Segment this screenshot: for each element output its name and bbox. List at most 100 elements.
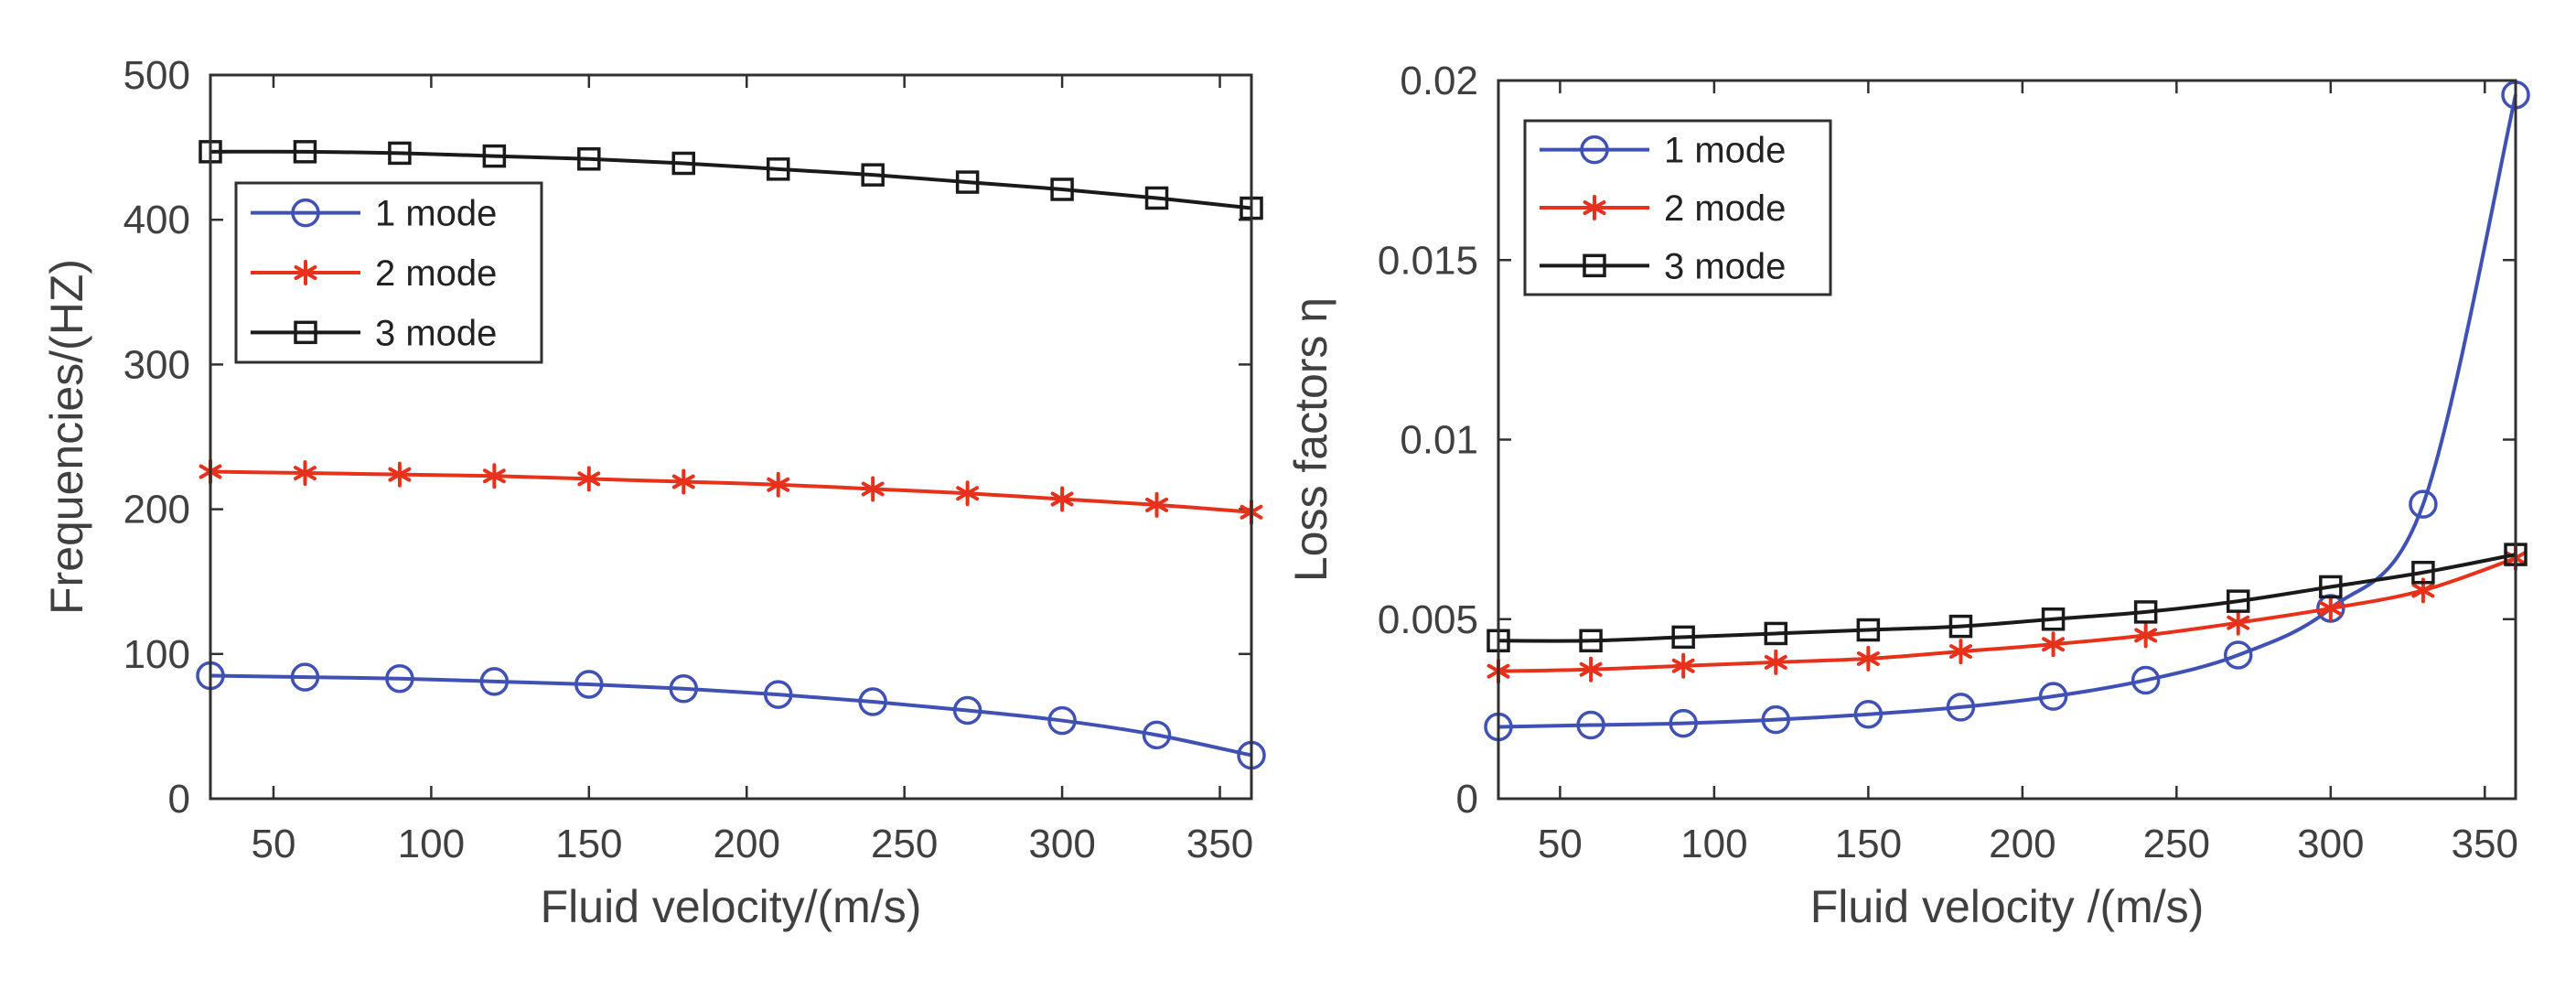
y-tick-label: 100: [123, 632, 190, 677]
data-point: [2042, 631, 2065, 658]
data-point: [1856, 645, 1880, 672]
data-point: [2227, 609, 2250, 636]
chart-1: 50 100 150 200 250 300 350 0 100 200 300 400 500 Flui…: [41, 53, 1266, 932]
legend-label: 3 mode: [1664, 246, 1786, 286]
y-tick-label: 0.02: [1400, 59, 1478, 103]
data-point: [2038, 682, 2068, 711]
y-tick-label: 200: [123, 488, 190, 532]
data-point: [671, 468, 695, 495]
legend-marker: [1583, 253, 1606, 278]
legend-marker: [294, 260, 317, 285]
y-tick-label: 0.005: [1378, 597, 1478, 642]
legend-marker: [1583, 195, 1606, 220]
data-point: [2319, 575, 2343, 599]
data-point: [1669, 708, 1698, 738]
legend-entry: 3 mode: [1540, 246, 1786, 286]
legend-entry: 2 mode: [251, 253, 497, 294]
x-tick-label: 300: [2297, 822, 2364, 866]
y-axis-label: Frequencies/(HZ): [41, 259, 92, 615]
x-tick-label: 100: [398, 822, 465, 866]
data-point: [1671, 625, 1695, 650]
data-point: [858, 687, 887, 716]
data-point: [1946, 693, 1976, 722]
data-point: [2131, 665, 2161, 695]
x-tick-label: 300: [1028, 822, 1095, 866]
legend-label: 3 mode: [375, 313, 497, 353]
legend-entry: 2 mode: [1540, 188, 1786, 229]
data-point: [956, 480, 980, 507]
y-tick-label: 0.01: [1400, 418, 1478, 463]
data-point: [1764, 649, 1787, 675]
series-3-mode: [199, 140, 1263, 220]
y-tick-label: 0: [168, 777, 190, 822]
x-axis-label: Fluid velocity /(m/s): [1810, 881, 2205, 932]
data-point: [1853, 700, 1884, 729]
data-point: [1145, 491, 1168, 518]
data-point: [861, 163, 885, 187]
x-tick-label: 50: [251, 822, 295, 866]
data-point: [767, 471, 790, 498]
legend: 1 mode 2 mode 3 mode: [234, 181, 543, 364]
x-tick-label: 150: [555, 822, 622, 866]
data-point: [1576, 710, 1605, 740]
data-point: [1949, 639, 1972, 665]
data-point: [1144, 186, 1169, 210]
data-point: [577, 147, 601, 171]
legend-label: 2 mode: [375, 253, 497, 294]
data-point: [1948, 614, 1973, 639]
data-point: [388, 461, 412, 488]
legend: 1 mode 2 mode 3 mode: [1523, 119, 1832, 296]
x-tick-label: 250: [2143, 822, 2210, 866]
data-point: [1050, 177, 1074, 201]
data-point: [385, 663, 414, 693]
y-tick-label: 0.015: [1378, 238, 1478, 283]
data-point: [1142, 720, 1172, 750]
legend-marker: [294, 320, 317, 345]
data-point: [574, 670, 604, 699]
data-point: [955, 170, 980, 194]
x-tick-label: 200: [714, 822, 780, 866]
chart-2: 50 100 150 200 250 300 350 0 0.005 0.01 0.015 0.02 F…: [1285, 59, 2530, 932]
y-axis-label: Loss factors η: [1285, 297, 1336, 582]
data-point: [2411, 560, 2435, 585]
series-line: [209, 469, 1252, 514]
legend-entry: 1 mode: [1540, 131, 1786, 171]
series-line: [1497, 556, 2517, 673]
data-point: [2134, 622, 2158, 649]
data-point: [2133, 600, 2158, 624]
axes-box: [1497, 79, 2517, 801]
y-tick-label: 300: [123, 342, 190, 387]
x-tick-label: 250: [871, 822, 938, 866]
data-point: [388, 141, 412, 166]
data-point: [2409, 489, 2438, 519]
axes-box: [209, 73, 1253, 801]
y-tick-label: 400: [123, 198, 190, 242]
data-point: [482, 144, 507, 168]
legend-marker: [1580, 134, 1609, 165]
data-point: [2223, 640, 2253, 670]
data-point: [577, 466, 601, 492]
legend-marker: [291, 198, 320, 228]
data-point: [1047, 705, 1077, 736]
legend-label: 2 mode: [1664, 188, 1786, 229]
x-tick-label: 100: [1680, 822, 1747, 866]
x-tick-label: 200: [1989, 822, 2055, 866]
series-line: [209, 673, 1252, 758]
data-point: [294, 460, 317, 487]
x-tick-label: 350: [2452, 822, 2518, 866]
data-point: [669, 674, 699, 704]
data-point: [2319, 595, 2343, 621]
x-tick-label: 150: [1835, 822, 1902, 866]
data-point: [2226, 589, 2250, 613]
data-point: [952, 695, 982, 726]
series-line: [1497, 94, 2517, 729]
legend-entry: 1 mode: [251, 194, 497, 234]
data-point: [290, 662, 320, 692]
data-point: [1761, 704, 1791, 735]
legend-label: 1 mode: [1664, 131, 1786, 171]
data-point: [479, 667, 510, 696]
x-tick-label: 350: [1186, 822, 1253, 866]
series-2-mode: [199, 458, 1263, 525]
